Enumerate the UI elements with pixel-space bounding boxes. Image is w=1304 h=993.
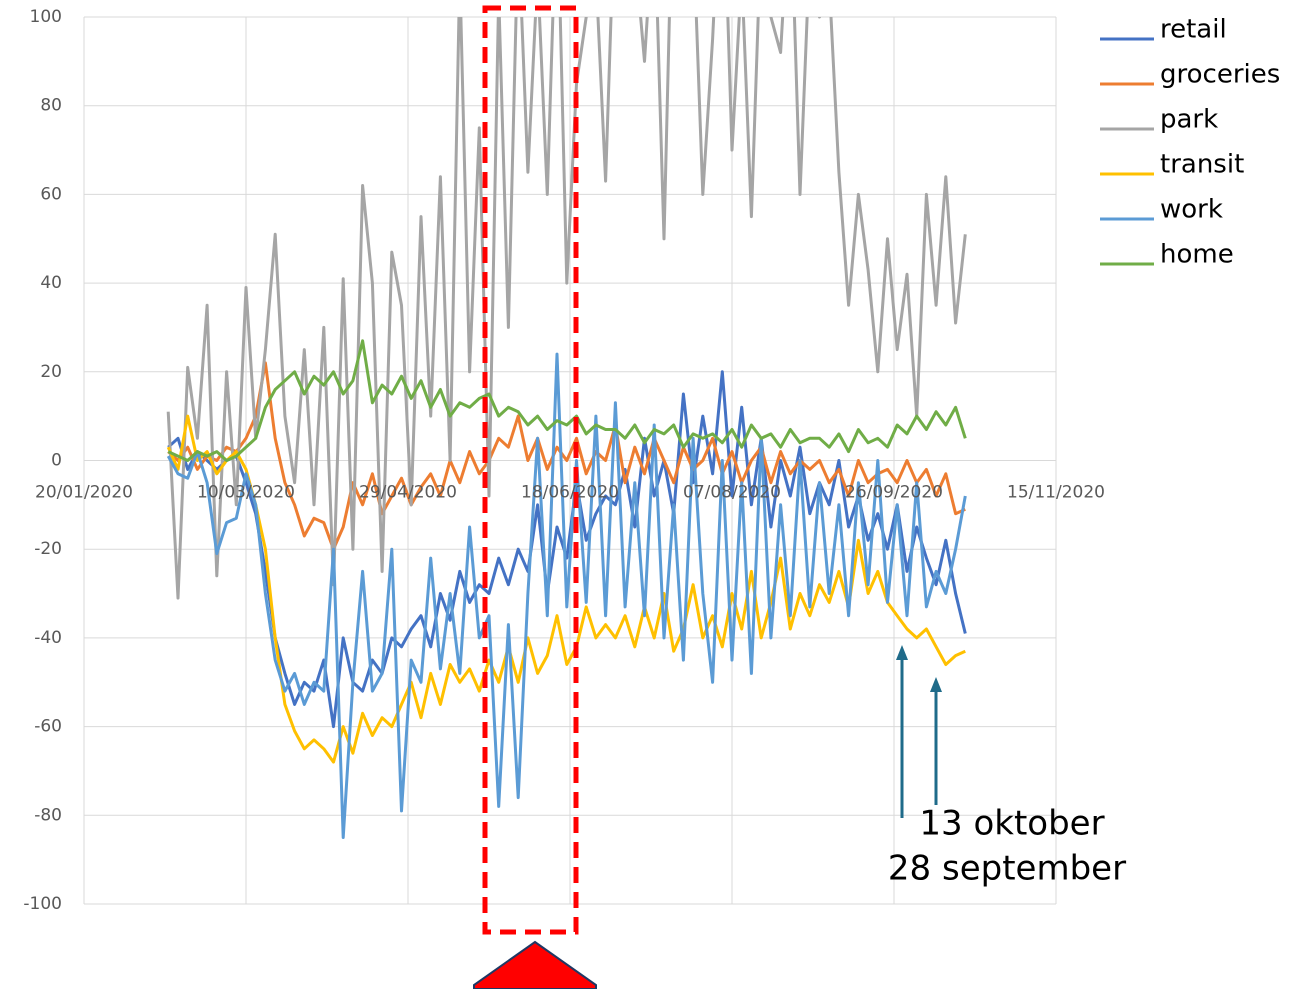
y-tick-label: 60 [40,184,62,204]
highlight-box [482,5,579,935]
y-tick-label: 80 [40,96,62,116]
x-tick-label: 18/06/2020 [521,483,619,503]
series-line [167,361,966,551]
series-line [166,17,967,600]
annotation-arrowhead [896,645,908,660]
y-tick-label: 100 [30,7,62,27]
legend-label: retail [1160,15,1227,45]
series-line [166,414,966,764]
y-tick-label: 20 [40,362,62,382]
labels: -100 -80 -60 -40 -20 0 20 40 60 80 100 20/01/2020 10… [23,7,1280,914]
y-tick-label: -20 [34,539,62,559]
x-tick-label: 15/11/2020 [1007,483,1105,503]
x-tick-label: 29/04/2020 [359,483,457,503]
annotation: 28 september [888,849,1126,889]
y-tick-label: -100 [23,894,62,914]
y-tick-label: 40 [40,273,62,293]
x-tick-label: 20/01/2020 [35,483,133,503]
y-tick-label: 0 [51,451,62,471]
legend-label: transit [1160,150,1244,180]
series-line [167,339,967,462]
legend-label: work [1160,195,1223,225]
plot-lines [166,17,967,839]
legend-label: park [1160,105,1218,135]
y-tick-label: -60 [34,717,62,737]
highlight-arrow [473,940,597,990]
legend-label: groceries [1160,60,1280,90]
y-tick-label: -80 [34,805,62,825]
x-tick-label: 10/03/2020 [197,483,295,503]
annotation-arrowhead [930,677,942,692]
annotation: 13 oktober [919,804,1104,844]
y-tick-label: -40 [34,628,62,648]
legend-label: home [1160,240,1234,270]
series-line [166,352,967,839]
x-tick-label: 26/09/2020 [845,483,943,503]
x-tick-label: 07/08/2020 [683,483,781,503]
